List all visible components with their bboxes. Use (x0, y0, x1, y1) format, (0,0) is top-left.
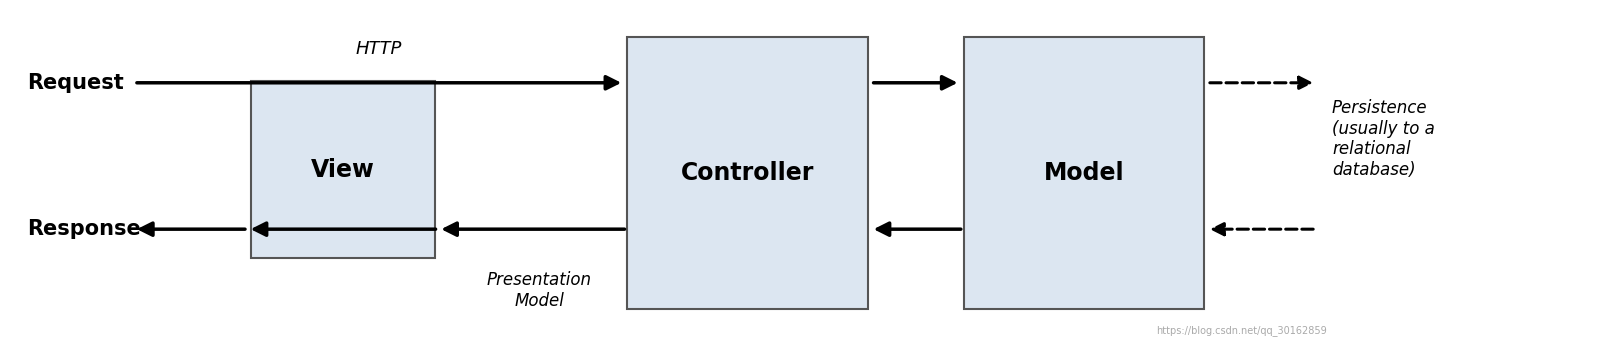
FancyBboxPatch shape (251, 81, 435, 258)
FancyBboxPatch shape (964, 37, 1204, 309)
Text: Response: Response (27, 219, 140, 239)
Text: https://blog.csdn.net/qq_30162859: https://blog.csdn.net/qq_30162859 (1155, 326, 1326, 336)
FancyBboxPatch shape (627, 37, 868, 309)
Text: View: View (312, 157, 374, 182)
Text: Model: Model (1043, 161, 1123, 185)
Text: Persistence
(usually to a
relational
database): Persistence (usually to a relational dat… (1332, 99, 1435, 179)
Text: Controller: Controller (681, 161, 815, 185)
Text: Request: Request (27, 73, 124, 93)
Text: HTTP: HTTP (355, 40, 402, 58)
Text: Presentation
Model: Presentation Model (487, 271, 591, 310)
